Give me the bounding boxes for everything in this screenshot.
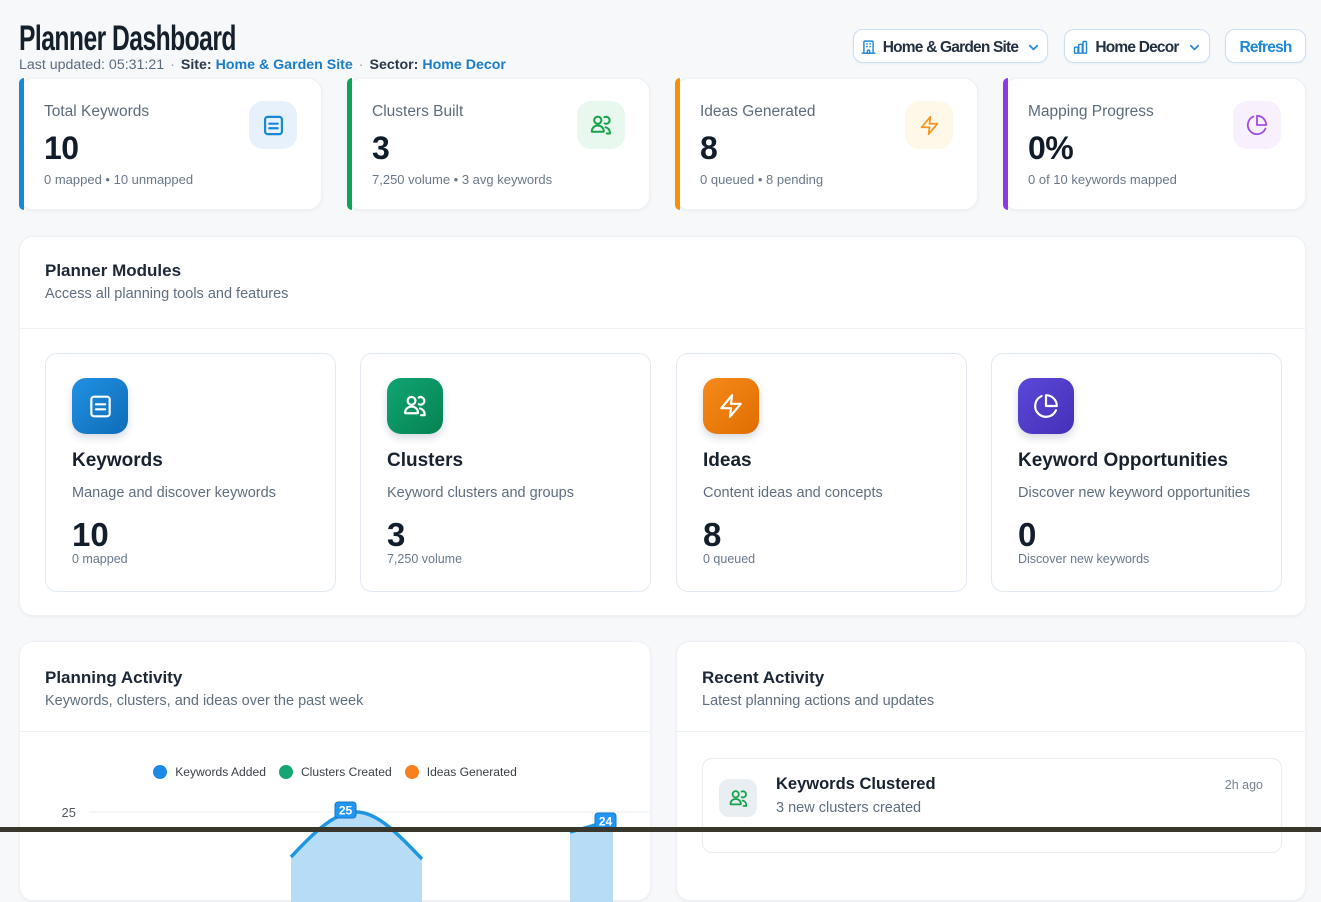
svg-text:24: 24 [599,815,613,829]
svg-text:25: 25 [62,805,76,820]
svg-text:25: 25 [339,804,353,818]
